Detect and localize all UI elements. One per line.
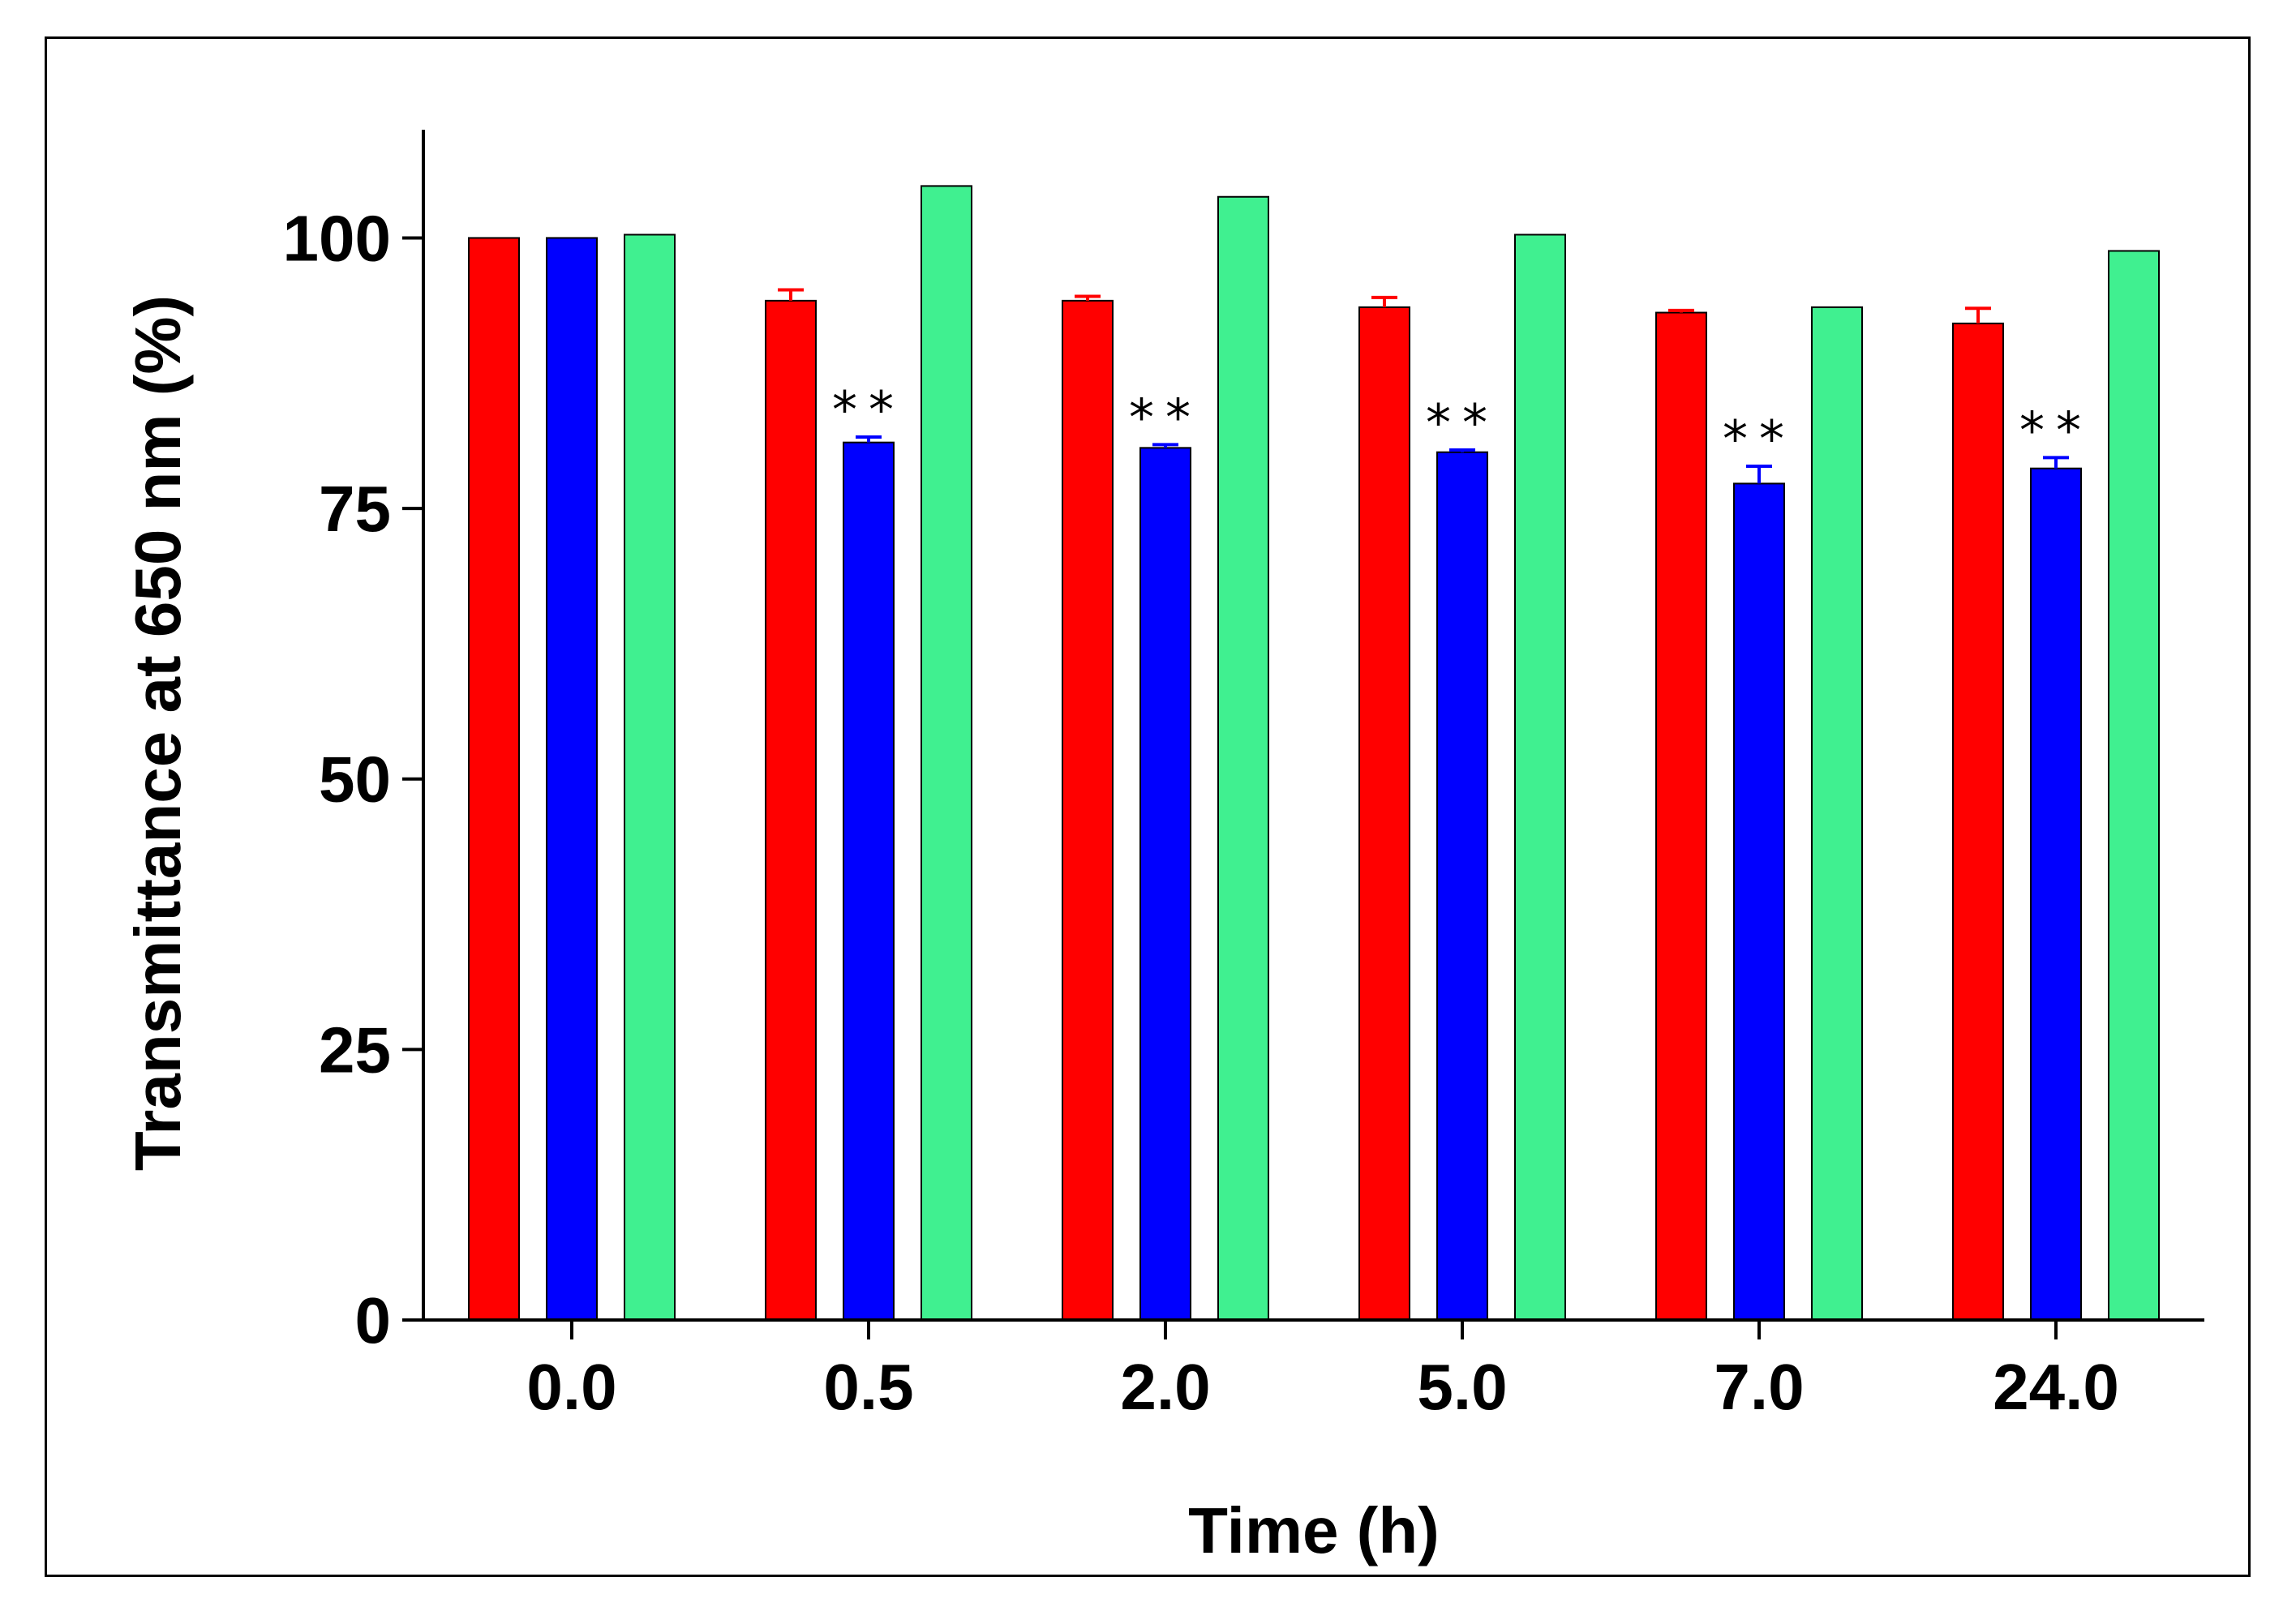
bar-2 bbox=[1733, 482, 1785, 1321]
significance-label: ** bbox=[1723, 409, 1796, 469]
y-tick-label: 25 bbox=[319, 1014, 391, 1086]
bar-2 bbox=[1436, 451, 1488, 1321]
bar-3 bbox=[921, 185, 972, 1321]
y-axis-title: Transmittance at 650 nm (%) bbox=[122, 295, 194, 1171]
bar-3 bbox=[2108, 250, 2160, 1321]
bar-2 bbox=[1139, 447, 1191, 1322]
bar-1 bbox=[765, 299, 817, 1322]
x-tick-label: 24.0 bbox=[1993, 1351, 2119, 1423]
bar-3 bbox=[1811, 306, 1863, 1321]
bar-1 bbox=[1062, 299, 1114, 1322]
y-tick-label: 100 bbox=[283, 202, 391, 274]
y-tick-label: 0 bbox=[355, 1284, 392, 1356]
bar-3 bbox=[1514, 234, 1566, 1321]
x-tick-label: 5.0 bbox=[1417, 1351, 1507, 1423]
x-tick-label: 2.0 bbox=[1120, 1351, 1210, 1423]
bar-3 bbox=[624, 234, 676, 1321]
y-tick-label: 50 bbox=[319, 744, 391, 816]
bar-3 bbox=[1217, 195, 1269, 1321]
bar-1 bbox=[468, 237, 520, 1321]
bar-1 bbox=[1655, 311, 1707, 1321]
bar-2 bbox=[843, 441, 895, 1322]
x-axis-title: Time (h) bbox=[1188, 1494, 1440, 1566]
bar-2 bbox=[2030, 467, 2082, 1321]
significance-label: ** bbox=[832, 380, 905, 439]
x-tick-label: 7.0 bbox=[1714, 1351, 1804, 1423]
significance-label: ** bbox=[2019, 401, 2092, 460]
bar-1 bbox=[1358, 306, 1410, 1321]
bar-2 bbox=[546, 237, 598, 1321]
x-tick-label: 0.0 bbox=[526, 1351, 616, 1423]
y-tick-label: 75 bbox=[319, 473, 391, 545]
significance-label: ** bbox=[1426, 393, 1499, 452]
significance-label: ** bbox=[1129, 388, 1202, 447]
bar-1 bbox=[1952, 322, 2004, 1321]
x-tick-label: 0.5 bbox=[823, 1351, 913, 1423]
